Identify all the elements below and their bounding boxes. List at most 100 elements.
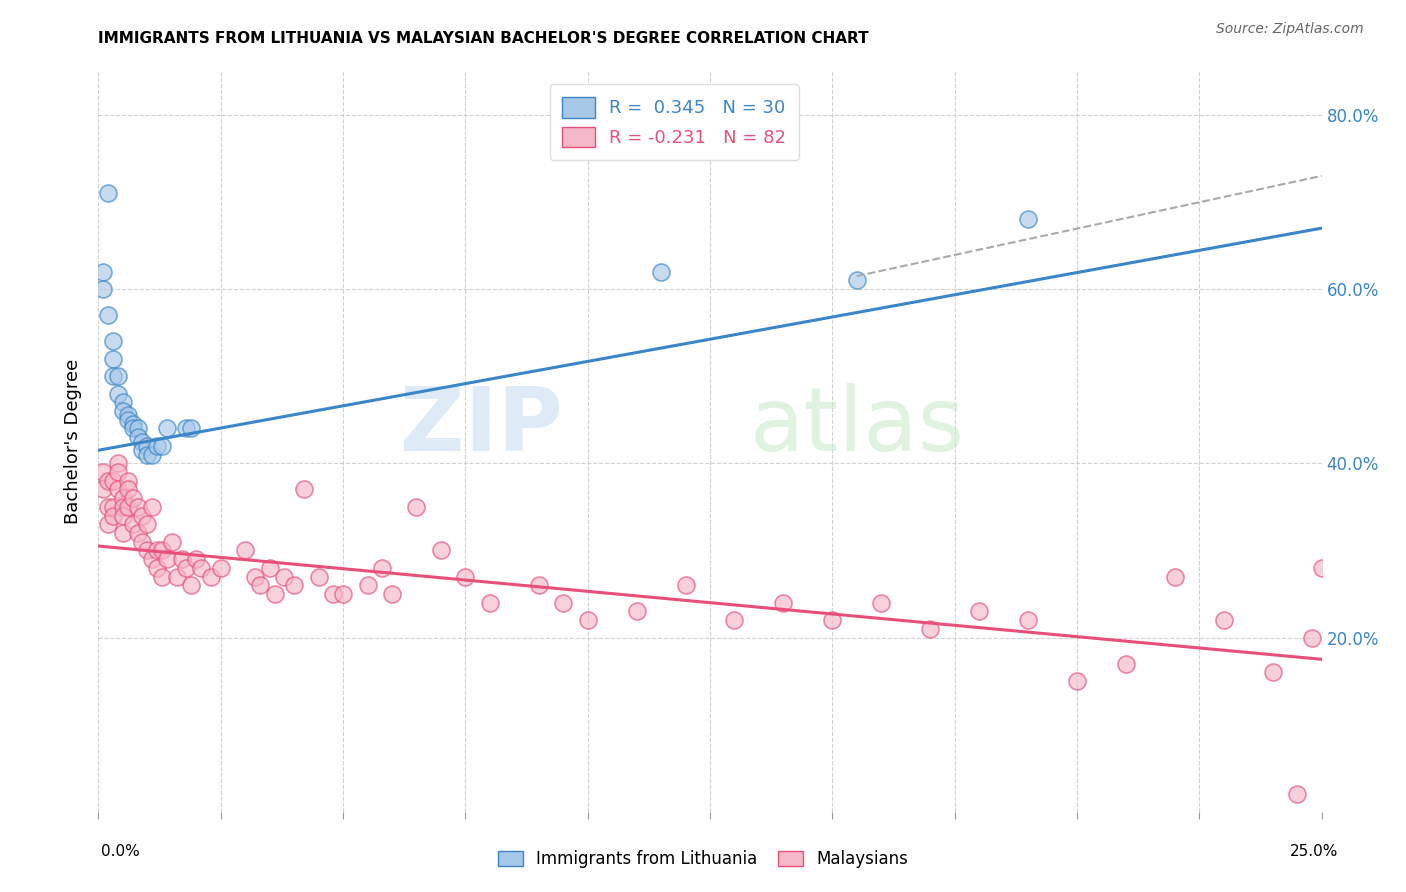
Y-axis label: Bachelor's Degree: Bachelor's Degree <box>65 359 83 524</box>
Point <box>308 569 330 583</box>
Point <box>91 282 114 296</box>
Point <box>1261 665 1284 680</box>
Point <box>136 439 159 453</box>
Point <box>101 351 124 366</box>
Point <box>127 421 149 435</box>
Point <box>176 561 198 575</box>
Text: ZIP: ZIP <box>401 384 564 470</box>
Point <box>150 439 173 453</box>
Point <box>356 578 378 592</box>
Point <box>190 561 212 575</box>
Point <box>111 508 134 523</box>
Point <box>111 526 134 541</box>
Point <box>141 448 163 462</box>
Point <box>478 596 501 610</box>
Point <box>405 500 427 514</box>
Point <box>127 430 149 444</box>
Point <box>233 543 256 558</box>
Point <box>156 552 179 566</box>
Point <box>180 421 202 435</box>
Point <box>117 413 139 427</box>
Point <box>146 561 169 575</box>
Point <box>97 474 120 488</box>
Point <box>576 613 599 627</box>
Point <box>121 517 143 532</box>
Point <box>967 604 990 618</box>
Point <box>1066 674 1088 689</box>
Point <box>200 569 222 583</box>
Point <box>111 491 134 505</box>
Point <box>117 409 139 423</box>
Point <box>454 569 477 583</box>
Point <box>845 273 868 287</box>
Point <box>121 491 143 505</box>
Point <box>131 508 153 523</box>
Point <box>156 421 179 435</box>
Point <box>146 439 169 453</box>
Point <box>141 552 163 566</box>
Point <box>1017 613 1039 627</box>
Point <box>166 569 188 583</box>
Point <box>1115 657 1137 671</box>
Point <box>101 369 124 384</box>
Point <box>243 569 266 583</box>
Legend: R =  0.345   N = 30, R = -0.231   N = 82: R = 0.345 N = 30, R = -0.231 N = 82 <box>550 84 799 160</box>
Point <box>91 465 114 479</box>
Text: 25.0%: 25.0% <box>1291 845 1339 859</box>
Point <box>107 465 129 479</box>
Point <box>127 526 149 541</box>
Point <box>292 483 315 497</box>
Point <box>136 543 159 558</box>
Text: IMMIGRANTS FROM LITHUANIA VS MALAYSIAN BACHELOR'S DEGREE CORRELATION CHART: IMMIGRANTS FROM LITHUANIA VS MALAYSIAN B… <box>98 31 869 46</box>
Point <box>141 500 163 514</box>
Point <box>150 569 173 583</box>
Point <box>723 613 745 627</box>
Point <box>97 308 120 322</box>
Point <box>870 596 893 610</box>
Point <box>1164 569 1187 583</box>
Point <box>131 443 153 458</box>
Point <box>97 500 120 514</box>
Point <box>121 417 143 431</box>
Point <box>97 517 120 532</box>
Point <box>259 561 281 575</box>
Point <box>209 561 232 575</box>
Point <box>111 404 134 418</box>
Point <box>117 483 139 497</box>
Point <box>131 434 153 449</box>
Text: atlas: atlas <box>749 384 965 470</box>
Point <box>160 534 183 549</box>
Point <box>772 596 794 610</box>
Point <box>920 622 942 636</box>
Point <box>675 578 697 592</box>
Point <box>283 578 305 592</box>
Text: Source: ZipAtlas.com: Source: ZipAtlas.com <box>1216 22 1364 37</box>
Point <box>371 561 394 575</box>
Point <box>249 578 271 592</box>
Point <box>107 456 129 470</box>
Point <box>136 517 159 532</box>
Point <box>322 587 344 601</box>
Point <box>150 543 173 558</box>
Point <box>553 596 575 610</box>
Point <box>121 421 143 435</box>
Point <box>117 500 139 514</box>
Point <box>186 552 208 566</box>
Point <box>101 474 124 488</box>
Point <box>430 543 453 558</box>
Point <box>97 186 120 201</box>
Point <box>107 369 129 384</box>
Point <box>650 265 672 279</box>
Point <box>111 395 134 409</box>
Point <box>107 386 129 401</box>
Point <box>91 265 114 279</box>
Text: 0.0%: 0.0% <box>101 845 141 859</box>
Point <box>332 587 354 601</box>
Point <box>626 604 648 618</box>
Point <box>1310 561 1333 575</box>
Point <box>101 508 124 523</box>
Point <box>527 578 550 592</box>
Point <box>127 500 149 514</box>
Point <box>1286 787 1309 801</box>
Point <box>1017 212 1039 227</box>
